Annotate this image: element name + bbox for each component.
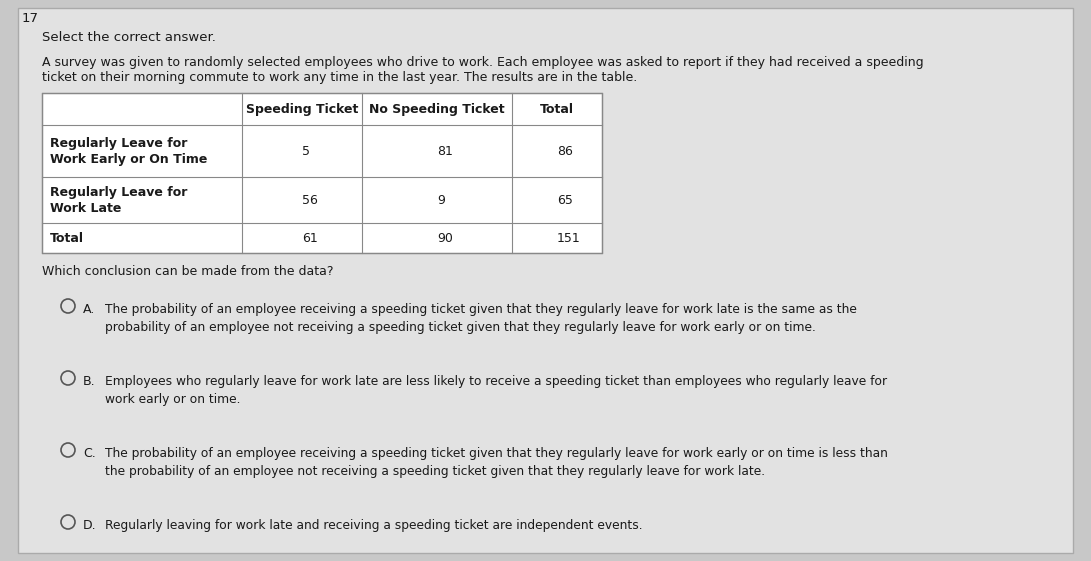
Text: 90: 90 xyxy=(437,232,453,245)
Text: 86: 86 xyxy=(558,145,573,158)
Text: A.: A. xyxy=(83,303,95,316)
Text: A survey was given to randomly selected employees who drive to work. Each employ: A survey was given to randomly selected … xyxy=(41,56,924,69)
Text: 56: 56 xyxy=(302,194,317,206)
Text: Regularly Leave for
Work Late: Regularly Leave for Work Late xyxy=(50,186,188,214)
Text: Select the correct answer.: Select the correct answer. xyxy=(41,31,216,44)
Text: No Speeding Ticket: No Speeding Ticket xyxy=(369,103,505,116)
FancyBboxPatch shape xyxy=(17,8,1074,553)
Text: Total: Total xyxy=(50,232,84,245)
Text: 65: 65 xyxy=(558,194,573,206)
Text: Which conclusion can be made from the data?: Which conclusion can be made from the da… xyxy=(41,265,334,278)
Text: Regularly leaving for work late and receiving a speeding ticket are independent : Regularly leaving for work late and rece… xyxy=(105,519,643,532)
Text: Regularly Leave for
Work Early or On Time: Regularly Leave for Work Early or On Tim… xyxy=(50,136,207,165)
Text: 81: 81 xyxy=(437,145,453,158)
Text: 61: 61 xyxy=(302,232,317,245)
Bar xyxy=(41,93,602,253)
Text: C.: C. xyxy=(83,447,96,460)
Text: The probability of an employee receiving a speeding ticket given that they regul: The probability of an employee receiving… xyxy=(105,303,856,333)
Text: 5: 5 xyxy=(302,145,310,158)
Text: D.: D. xyxy=(83,519,97,532)
Text: B.: B. xyxy=(83,375,96,388)
Text: 9: 9 xyxy=(437,194,445,206)
Text: Employees who regularly leave for work late are less likely to receive a speedin: Employees who regularly leave for work l… xyxy=(105,375,887,406)
Text: The probability of an employee receiving a speeding ticket given that they regul: The probability of an employee receiving… xyxy=(105,447,888,477)
Text: Total: Total xyxy=(540,103,574,116)
Text: ticket on their morning commute to work any time in the last year. The results a: ticket on their morning commute to work … xyxy=(41,71,637,84)
Text: 17: 17 xyxy=(22,12,39,25)
Text: 151: 151 xyxy=(558,232,580,245)
Text: Speeding Ticket: Speeding Ticket xyxy=(245,103,358,116)
